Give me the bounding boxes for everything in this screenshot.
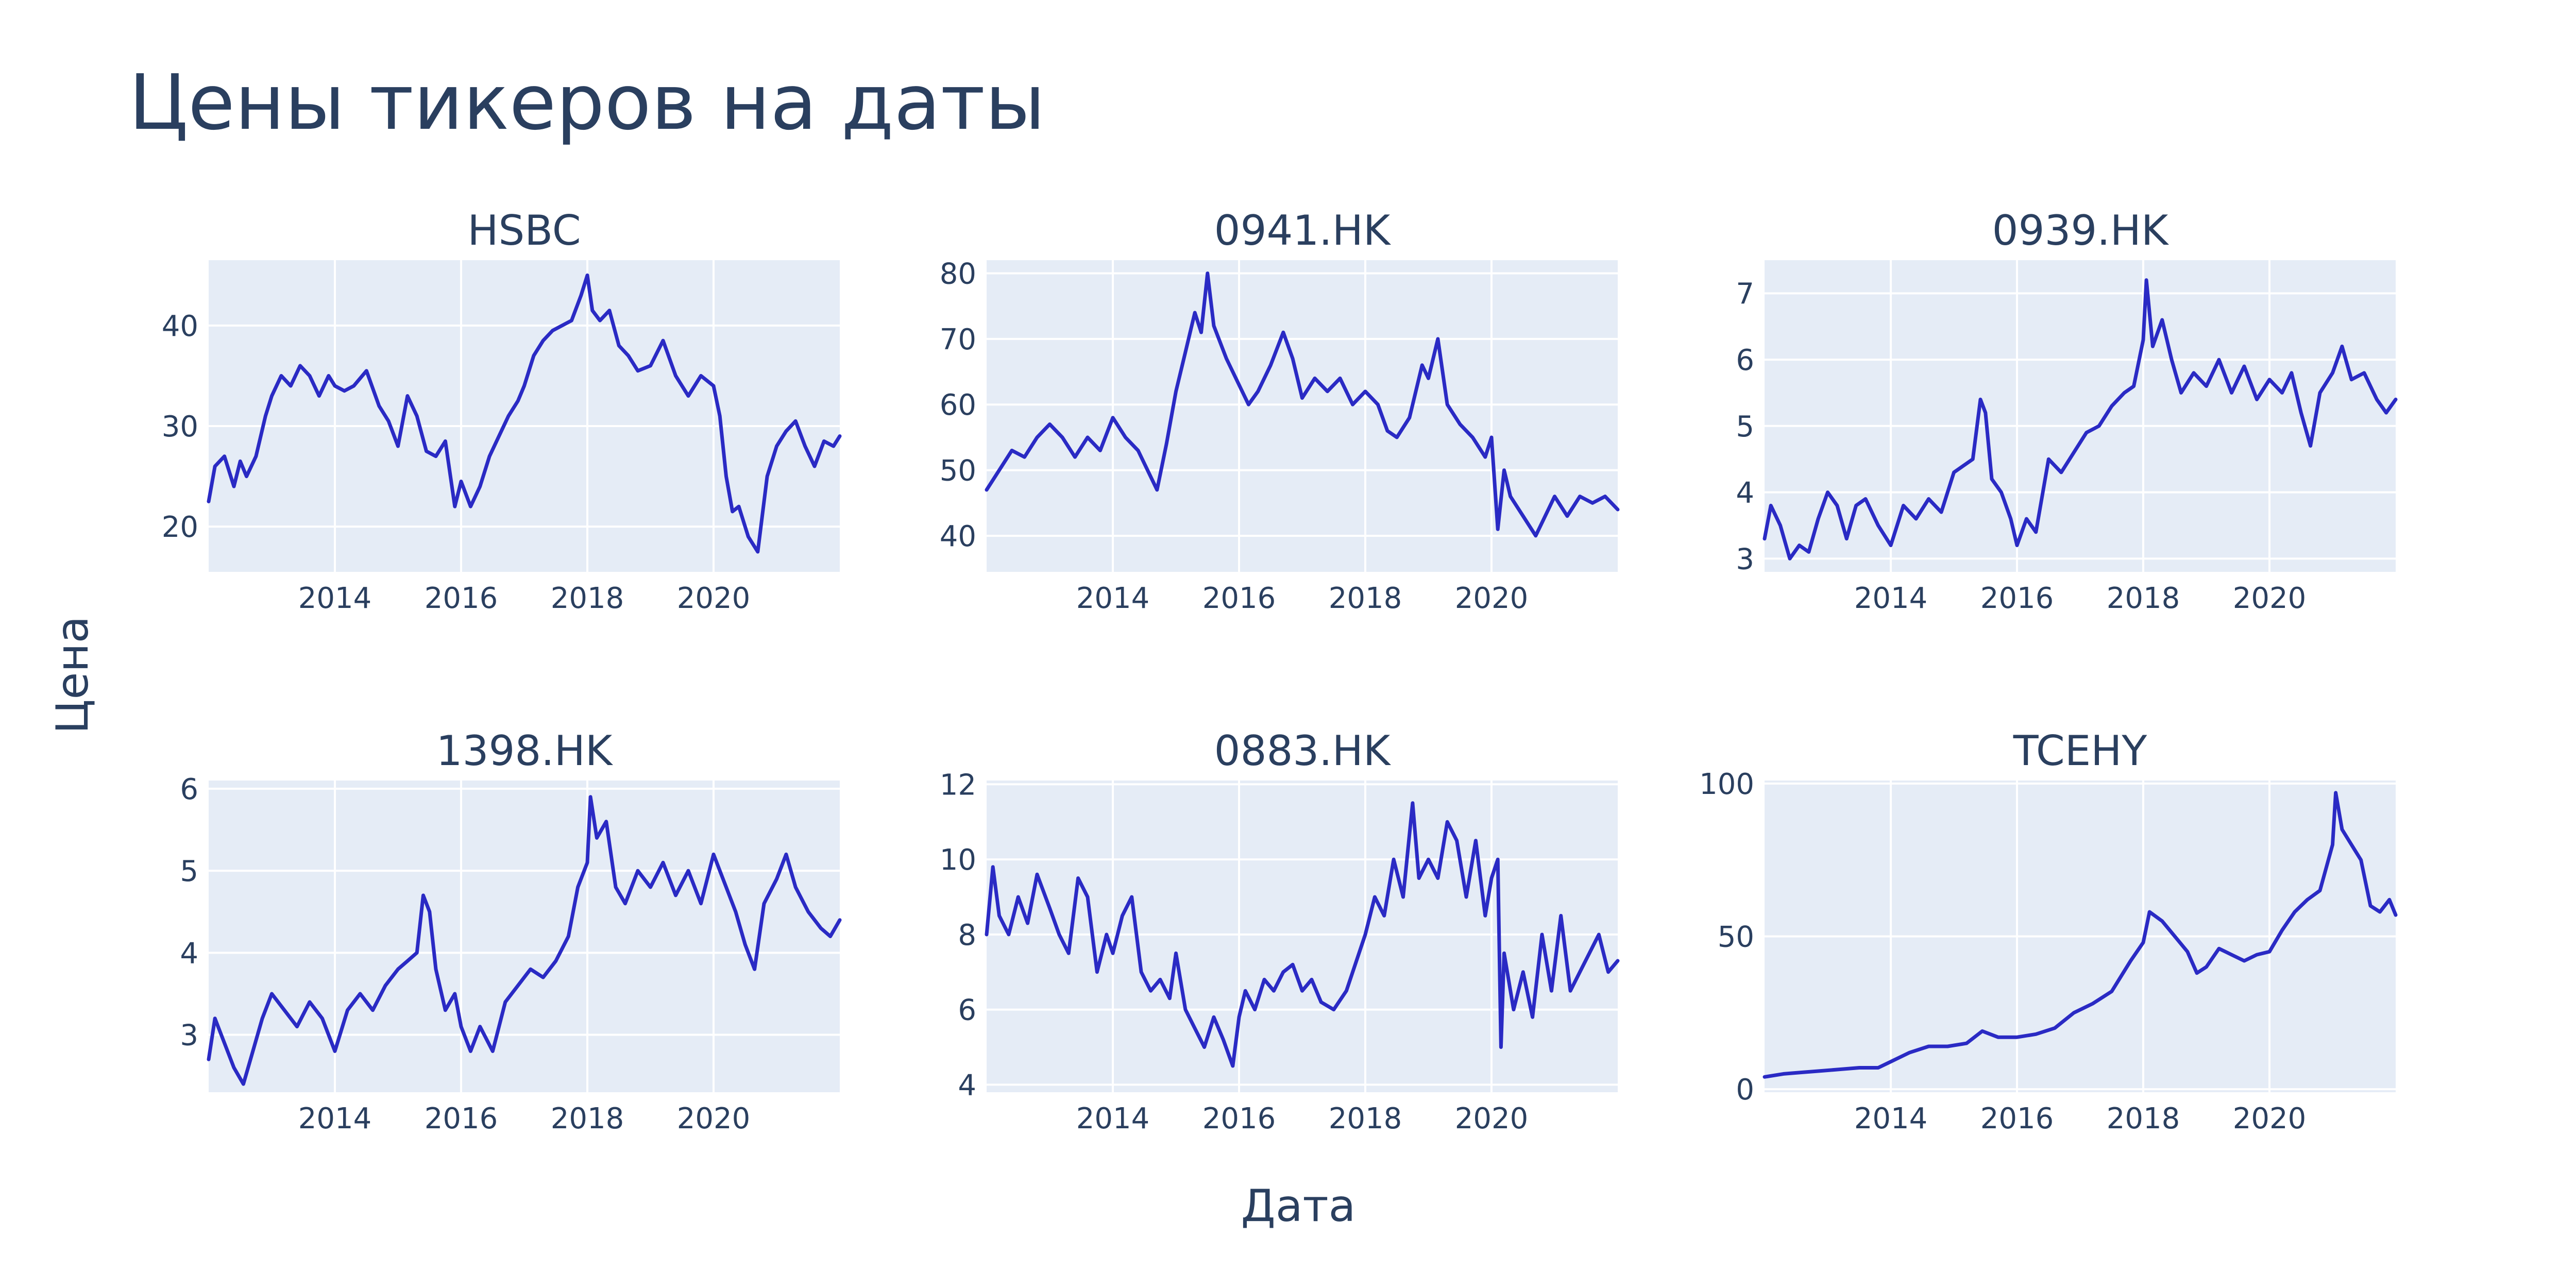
x-tick-label: 2014: [1854, 1102, 1928, 1136]
y-tick-label: 100: [1699, 768, 1754, 801]
x-tick-label: 2018: [551, 1102, 624, 1136]
y-tick-label: 3: [1736, 543, 1754, 576]
y-tick-label: 30: [162, 410, 198, 444]
y-tick-label: 3: [180, 1019, 198, 1053]
x-tick-label: 2020: [677, 1102, 751, 1136]
y-tick-label: 4: [958, 1069, 976, 1102]
subplot-title: 0941.HK: [1214, 207, 1392, 255]
subplot-title: TCEHY: [2013, 727, 2148, 775]
x-tick-label: 2018: [1329, 582, 1402, 615]
x-tick-label: 2016: [1202, 582, 1276, 615]
y-tick-label: 50: [1718, 921, 1754, 954]
subplot-title: 0883.HK: [1214, 727, 1392, 775]
y-tick-label: 8: [958, 919, 976, 952]
subplot-title: HSBC: [467, 207, 581, 255]
x-tick-label: 2014: [1076, 1102, 1150, 1136]
x-tick-label: 2014: [1076, 582, 1150, 615]
series-line: [1762, 278, 2398, 561]
y-tick-label: 6: [1736, 344, 1754, 377]
y-tick-label: 10: [940, 843, 976, 877]
y-tick-label: 50: [940, 454, 976, 488]
subplot-4: 2014 2016 2018 2020 3 4 5 6 1398.HK: [180, 727, 842, 1136]
series-line: [985, 801, 1620, 1068]
y-tick-label: 6: [180, 773, 198, 806]
subplot-title: 1398.HK: [436, 727, 614, 775]
y-tick-label: 6: [958, 994, 976, 1027]
x-tick-label: 2014: [298, 582, 372, 615]
subplot-3: 2014 2016 2018 2020 3 4 5 6 7 0939.HK: [1736, 207, 2398, 615]
plot-area: [209, 781, 840, 1092]
x-tick-label: 2018: [2107, 1102, 2180, 1136]
x-tick-label: 2014: [1854, 582, 1928, 615]
y-tick-label: 40: [162, 310, 198, 343]
y-tick-label: 5: [1736, 410, 1754, 444]
y-tick-label: 20: [162, 511, 198, 544]
y-tick-label: 40: [940, 520, 976, 553]
x-tick-label: 2016: [425, 1102, 498, 1136]
x-tick-label: 2018: [2107, 582, 2180, 615]
y-tick-label: 4: [1736, 477, 1754, 510]
subplot-title: 0939.HK: [1992, 207, 2170, 255]
series-line: [207, 273, 842, 554]
x-tick-label: 2016: [1980, 1102, 2054, 1136]
x-tick-label: 2018: [551, 582, 624, 615]
series-line: [1762, 791, 2398, 1079]
y-tick-label: 0: [1736, 1073, 1754, 1107]
y-tick-label: 12: [940, 768, 976, 802]
x-tick-label: 2020: [2233, 1102, 2307, 1136]
subplot-5: 2014 2016 2018 2020 4 6 8 10 12 0883.HK: [940, 727, 1620, 1136]
x-tick-label: 2020: [1455, 1102, 1529, 1136]
series-line: [985, 272, 1620, 538]
x-tick-label: 2016: [1980, 582, 2054, 615]
chart-title: Цены тикеров на даты: [129, 58, 1045, 147]
y-axis-title: Цена: [47, 616, 98, 734]
subplot-2: 2014 2016 2018 2020 40 50 60 70 80 0941.HK: [940, 207, 1620, 615]
y-tick-label: 60: [940, 388, 976, 422]
plot-area: [209, 260, 840, 572]
x-tick-label: 2016: [425, 582, 498, 615]
y-tick-label: 5: [180, 855, 198, 888]
x-tick-label: 2020: [677, 582, 751, 615]
x-tick-label: 2014: [298, 1102, 372, 1136]
plot-area: [987, 260, 1618, 572]
series-line: [207, 795, 842, 1086]
plot-area: [1765, 260, 2396, 572]
x-axis-title: Дата: [1241, 1180, 1356, 1232]
plot-area: [987, 781, 1618, 1092]
y-tick-label: 4: [180, 937, 198, 970]
y-tick-label: 7: [1736, 277, 1754, 311]
y-tick-label: 80: [940, 257, 976, 291]
x-tick-label: 2020: [2233, 582, 2307, 615]
x-tick-label: 2020: [1455, 582, 1529, 615]
subplot-6: 2014 2016 2018 2020 0 50 100 TCEHY: [1699, 727, 2398, 1136]
x-tick-label: 2016: [1202, 1102, 1276, 1136]
y-tick-label: 70: [940, 323, 976, 357]
x-tick-label: 2018: [1329, 1102, 1402, 1136]
